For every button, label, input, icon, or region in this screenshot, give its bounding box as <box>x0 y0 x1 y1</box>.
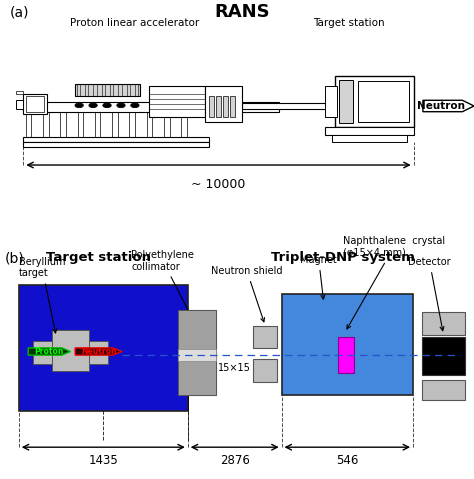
Text: (b): (b) <box>5 251 25 265</box>
Bar <box>127 84 130 96</box>
Circle shape <box>89 103 97 108</box>
Bar <box>93 84 97 96</box>
FancyArrow shape <box>423 100 474 112</box>
Bar <box>23 137 209 142</box>
Text: Detector: Detector <box>408 257 451 331</box>
Bar <box>254 326 277 348</box>
Bar <box>60 112 66 142</box>
Text: Proton: Proton <box>35 347 64 356</box>
Bar <box>223 96 228 117</box>
Bar <box>147 112 152 142</box>
Bar <box>77 84 80 96</box>
Bar <box>358 81 409 122</box>
Bar <box>182 112 187 142</box>
Bar <box>178 356 216 396</box>
Circle shape <box>117 103 125 108</box>
Bar <box>135 84 138 96</box>
Bar <box>242 103 335 109</box>
Bar <box>19 285 188 411</box>
Bar <box>23 142 209 147</box>
Text: RANS: RANS <box>214 2 270 21</box>
Text: Naphthalene  crystal
(φ15×4 mm): Naphthalene crystal (φ15×4 mm) <box>343 237 445 329</box>
Bar <box>74 84 139 96</box>
FancyArrow shape <box>28 348 71 355</box>
Text: Neutron: Neutron <box>81 347 116 356</box>
Bar <box>23 102 279 112</box>
Bar <box>33 342 108 364</box>
Text: 1435: 1435 <box>89 454 118 467</box>
Text: Triplet-DNP system: Triplet-DNP system <box>271 251 415 264</box>
Bar <box>178 349 216 361</box>
Circle shape <box>131 103 139 108</box>
Bar <box>17 91 23 94</box>
Text: Magnet: Magnet <box>301 255 337 299</box>
Bar <box>52 330 89 371</box>
Bar <box>85 84 88 96</box>
Bar <box>17 100 23 109</box>
Bar <box>95 112 100 142</box>
Text: 546: 546 <box>336 454 358 467</box>
Bar <box>26 112 31 142</box>
Text: 2876: 2876 <box>220 454 250 467</box>
Circle shape <box>75 103 83 108</box>
Bar <box>112 112 118 142</box>
Bar <box>23 94 46 114</box>
Bar <box>422 312 465 335</box>
Bar <box>78 112 83 142</box>
Bar <box>209 96 214 117</box>
Bar <box>178 310 216 396</box>
Bar <box>178 310 216 355</box>
Bar <box>325 86 337 117</box>
Bar <box>422 380 465 400</box>
Bar <box>282 294 413 396</box>
Bar <box>129 112 135 142</box>
Bar <box>339 80 353 123</box>
Bar <box>230 96 235 117</box>
Bar <box>338 337 355 373</box>
Bar <box>216 96 221 117</box>
Bar <box>164 112 170 142</box>
Bar <box>149 86 205 117</box>
Text: 15×15: 15×15 <box>218 363 251 373</box>
Bar <box>110 84 113 96</box>
Text: Target station: Target station <box>46 251 151 264</box>
Bar <box>422 337 465 375</box>
Text: Polyethylene
collimator: Polyethylene collimator <box>131 250 194 315</box>
Text: Neutron: Neutron <box>418 101 465 111</box>
Bar <box>205 86 242 122</box>
Text: ~ 10000: ~ 10000 <box>191 178 246 191</box>
Bar <box>254 359 277 382</box>
Bar <box>43 112 49 142</box>
Text: Neutron shield: Neutron shield <box>211 266 283 322</box>
Text: Target station: Target station <box>313 18 384 28</box>
Bar <box>325 127 414 135</box>
Bar <box>118 84 121 96</box>
Bar <box>332 135 407 142</box>
Circle shape <box>103 103 111 108</box>
Text: Proton linear accelerator: Proton linear accelerator <box>70 18 200 28</box>
Bar <box>335 76 414 127</box>
Bar <box>26 96 45 112</box>
Text: Beryllium
target: Beryllium target <box>19 257 65 333</box>
FancyArrow shape <box>75 348 122 355</box>
Text: (a): (a) <box>9 5 29 19</box>
Bar <box>102 84 105 96</box>
